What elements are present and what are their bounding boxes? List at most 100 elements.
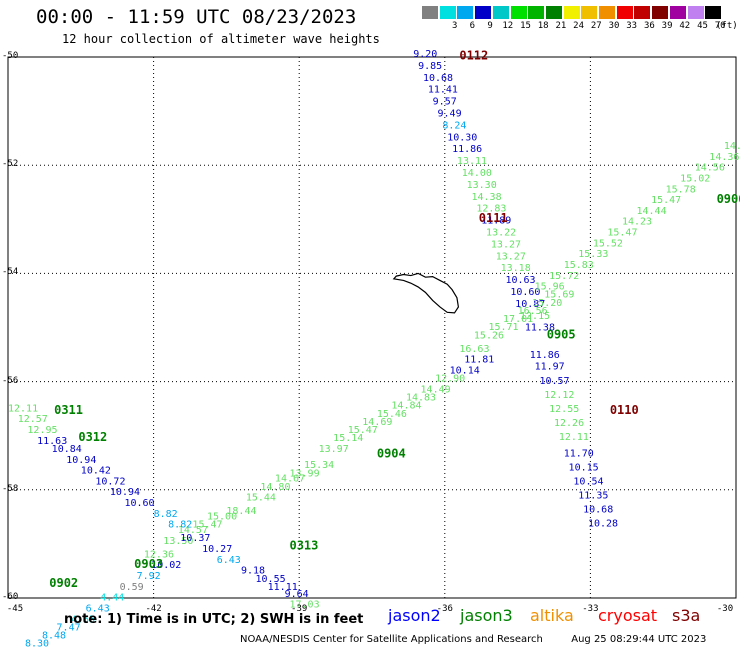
wave-height-label: 11.86: [530, 350, 560, 361]
colorbar-label: 33: [626, 21, 638, 31]
colorbar-swatch: [422, 6, 438, 19]
wave-height-label: 4.55: [71, 614, 95, 625]
wave-height-label: 17.01: [503, 314, 533, 325]
mission-s3a: s3a: [672, 606, 701, 625]
wave-height-label: 10.72: [95, 476, 125, 487]
wave-height-label: 12.83: [476, 204, 506, 215]
wave-height-label: 9.64: [285, 589, 309, 600]
wave-height-label: 12.55: [549, 404, 579, 415]
wave-height-label: 11.81: [464, 355, 494, 366]
wave-height-label: 10.27: [202, 544, 232, 555]
wave-height-label: 15.34: [304, 460, 334, 471]
wave-height-label: 10.68: [423, 73, 453, 84]
colorbar-label: 3: [451, 21, 458, 31]
wave-height-label: 15.96: [535, 282, 565, 293]
note-text: note: 1) Time is in UTC; 2) SWH is in fe…: [64, 612, 364, 627]
wave-height-label: 11.11: [268, 582, 298, 593]
colorbar-swatch: [475, 6, 492, 19]
pass-label: 0906: [717, 192, 740, 206]
longitude-label: -30: [716, 604, 734, 614]
wave-height-label: 6.43: [217, 555, 241, 566]
wave-height-label: 10.87: [515, 299, 545, 310]
pass-label: 0110: [610, 403, 639, 417]
wave-height-label: 10.14: [450, 365, 480, 376]
wave-height-label: 10.57: [539, 376, 569, 387]
wave-height-label: 12.26: [554, 418, 584, 429]
colorbar-swatch: [652, 6, 669, 19]
wave-height-label: 14.57: [178, 525, 208, 536]
colorbar-label: 39: [661, 21, 673, 31]
mission-altika: altika: [530, 606, 574, 625]
wave-height-label: 17.03: [289, 600, 319, 611]
wave-height-label: 10.28: [588, 519, 618, 530]
colorbar-label: 30: [608, 21, 620, 31]
colorbar-swatch: [510, 6, 527, 19]
footer-timestamp: Aug 25 08:29:44 UTC 2023: [571, 634, 707, 645]
colorbar-swatch: [545, 6, 562, 19]
wave-height-label: 13.27: [491, 239, 521, 250]
pass-label: 0903: [134, 557, 163, 571]
wave-height-label: 13.30: [467, 180, 497, 191]
latitude-label: -52: [2, 159, 19, 170]
wave-height-label: 8.24: [442, 120, 466, 131]
wave-height-label: 12.95: [27, 425, 57, 436]
colorbar-swatch: [616, 6, 633, 19]
wave-height-label: 13.97: [319, 444, 349, 455]
latitude-label: -56: [2, 375, 19, 386]
wave-height-label: 14.00: [462, 168, 492, 179]
colorbar-swatch: [669, 6, 686, 19]
footer-credit-text: NOAA/NESDIS Center for Satellite Applica…: [240, 634, 543, 645]
colorbar-unit: (ft): [716, 21, 738, 31]
latitude-label: -50: [2, 51, 19, 61]
wave-height-label: 15.47: [348, 425, 378, 436]
wave-height-label: 8.48: [42, 631, 66, 642]
wave-height-label: 12.36: [144, 549, 174, 560]
colorbar-label: 9: [487, 21, 493, 31]
pass-label: 0313: [289, 538, 318, 552]
wave-height-label: 10.02: [151, 560, 181, 571]
wave-height-label: 11.63: [37, 436, 67, 447]
wave-height-label: 15.47: [651, 195, 681, 206]
wave-height-label: 7.47: [57, 622, 81, 633]
wave-height-label: 15.69: [544, 290, 574, 301]
wave-height-label: 14.80: [260, 482, 290, 493]
wave-height-label: 14.56: [695, 163, 725, 174]
wave-height-label: 14.23: [622, 217, 652, 228]
colorbar-swatch: [599, 6, 615, 19]
colorbar-label: 6: [469, 21, 476, 31]
wave-height-label: 11.38: [525, 323, 555, 334]
longitude-label: -39: [291, 604, 308, 614]
wave-height-label: 15.72: [549, 271, 579, 282]
wave-height-label: 15.47: [192, 520, 222, 531]
wave-height-label: 10.84: [52, 444, 82, 455]
wave-height-label: 12.11: [559, 432, 589, 443]
wave-height-label: 14.44: [637, 206, 667, 217]
wave-height-label: 15.52: [593, 238, 623, 249]
wave-height-label: 15.26: [474, 330, 504, 341]
pass-label: 0902: [49, 576, 78, 590]
colorbar-swatch: [634, 6, 651, 19]
pass-label: 0312: [78, 430, 107, 444]
wave-height-label: 13.27: [496, 251, 526, 262]
wave-height-label: 8.30: [25, 639, 49, 650]
mission-jason2: jason2: [388, 606, 441, 625]
wave-height-label: 15.02: [680, 173, 710, 184]
wave-height-label: 12.15: [520, 311, 550, 322]
latitude-label: -58: [2, 483, 19, 494]
wave-height-label: 10.54: [573, 476, 603, 487]
wave-height-label: 10.94: [110, 487, 140, 498]
page-title: 00:00 - 11:59 UTC 08/23/2023: [36, 6, 357, 28]
longitude-label: -45: [6, 604, 24, 614]
wave-height-label: 15.46: [377, 409, 407, 420]
wave-height-label: 11.70: [564, 448, 594, 459]
wave-height-label: 9.85: [418, 61, 442, 72]
wave-height-label: 14.83: [406, 393, 436, 404]
wave-height-label: 0.59: [120, 582, 144, 593]
longitude-label: -42: [145, 604, 162, 614]
colorbar-label: 12: [502, 21, 514, 31]
wave-height-label: 14.49: [421, 384, 451, 395]
wave-height-label: 9.20: [413, 49, 437, 60]
colorbar-swatch: [687, 6, 704, 19]
colorbar-label: 45: [697, 21, 708, 31]
